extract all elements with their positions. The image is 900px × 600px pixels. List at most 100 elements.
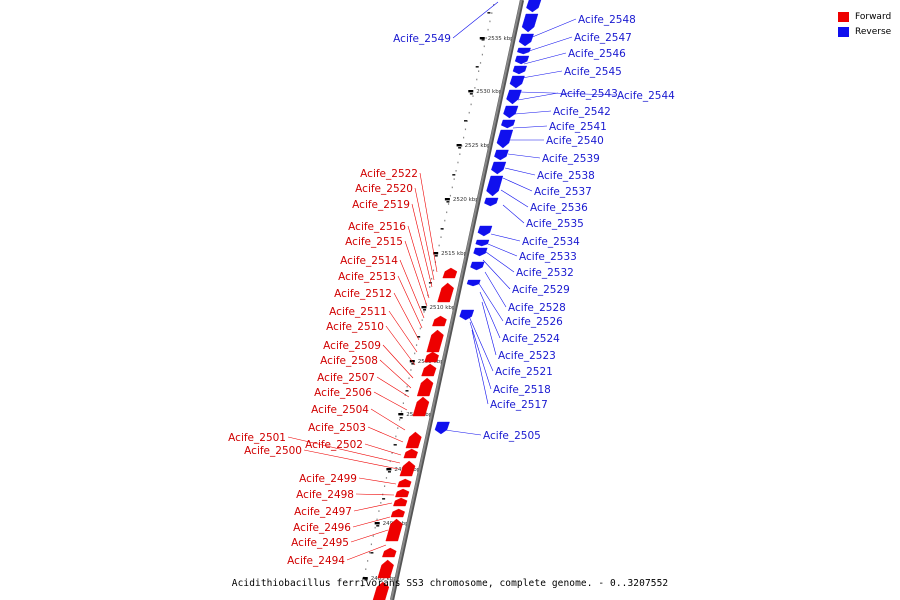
- forward-gene-feature: [377, 559, 394, 579]
- reverse-gene-label: Acife_2545: [564, 66, 622, 78]
- forward-gene-feature: [390, 508, 405, 518]
- forward-gene-label: Acife_2510: [326, 321, 384, 333]
- forward-gene-label: Acife_2511: [329, 306, 387, 318]
- forward-gene-feature: [372, 581, 390, 600]
- reverse-gene-feature: [484, 197, 499, 207]
- forward-swatch: [838, 11, 849, 22]
- forward-gene-feature: [437, 282, 454, 303]
- reverse-gene-feature: [494, 149, 509, 161]
- scale-tick-mark: [444, 198, 450, 201]
- scale-tick-label: 2535 kbp: [488, 36, 514, 42]
- reverse-gene-feature: [521, 13, 539, 33]
- forward-gene-label: Acife_2509: [323, 340, 381, 352]
- scale-tick-mark: [479, 37, 485, 40]
- forward-gene-feature: [393, 497, 408, 507]
- forward-gene-label: Acife_2499: [299, 473, 357, 485]
- reverse-gene-feature: [506, 89, 522, 105]
- forward-gene-label: Acife_2520: [355, 183, 413, 195]
- reverse-gene-feature: [459, 309, 475, 321]
- reverse-gene-feature: [503, 105, 519, 119]
- reverse-gene-feature: [470, 261, 485, 271]
- reverse-gene-label: Acife_2542: [553, 106, 611, 118]
- forward-gene-feature: [397, 478, 412, 488]
- forward-gene-feature: [382, 547, 397, 558]
- reverse-gene-label: Acife_2548: [578, 14, 636, 26]
- reverse-gene-label: Acife_2523: [498, 350, 556, 362]
- reverse-gene-feature: [526, 0, 542, 13]
- reverse-gene-label: Acife_2505: [483, 430, 541, 442]
- forward-gene-label: Acife_2513: [338, 271, 396, 283]
- forward-gene-label: Acife_2501: [228, 432, 286, 444]
- forward-gene-feature: [426, 329, 444, 353]
- scale-tick-mark: [386, 468, 392, 471]
- reverse-gene-feature: [517, 47, 531, 55]
- forward-gene-label: Acife_2519: [352, 199, 410, 211]
- forward-gene-label: Acife_2497: [294, 506, 352, 518]
- forward-gene-label: Acife_2494: [287, 555, 345, 567]
- scale-tick-label: 2530 kbp: [476, 89, 502, 95]
- legend-forward-label: Forward: [855, 11, 892, 22]
- forward-gene-feature: [405, 431, 422, 449]
- forward-gene-feature: [403, 448, 418, 459]
- reverse-gene-feature: [501, 119, 516, 129]
- reverse-gene-label: Acife_2538: [537, 170, 595, 182]
- forward-gene-feature: [385, 518, 403, 542]
- scale-tick-mark: [468, 90, 474, 93]
- strand-legend: Forward Reverse: [838, 9, 891, 39]
- reverse-gene-feature: [486, 175, 504, 197]
- reverse-gene-label: Acife_2524: [502, 333, 560, 345]
- forward-gene-label: Acife_2503: [308, 422, 366, 434]
- reverse-gene-label: Acife_2547: [574, 32, 632, 44]
- legend-forward: Forward: [838, 9, 891, 24]
- forward-gene-label: Acife_2512: [334, 288, 392, 300]
- forward-gene-label: Acife_2516: [348, 221, 406, 233]
- gene-features-layer: [372, 0, 542, 600]
- forward-gene-label: Acife_2502: [305, 439, 363, 451]
- forward-gene-label: Acife_2500: [244, 445, 302, 457]
- scale-tick-mark: [433, 252, 439, 255]
- reverse-gene-label: Acife_2521: [495, 366, 553, 378]
- forward-gene-label: Acife_2495: [291, 537, 349, 549]
- reverse-gene-label: Acife_2528: [508, 302, 566, 314]
- reverse-gene-feature: [496, 129, 514, 149]
- forward-gene-label: Acife_2504: [311, 404, 369, 416]
- reverse-gene-label: Acife_2549: [393, 33, 451, 45]
- forward-gene-feature: [421, 363, 437, 377]
- scale-tick-mark: [398, 413, 404, 416]
- reverse-gene-feature: [512, 65, 527, 75]
- reverse-gene-label: Acife_2535: [526, 218, 584, 230]
- reverse-gene-label: Acife_2543: [560, 88, 618, 100]
- forward-gene-label: Acife_2514: [340, 255, 398, 267]
- forward-gene-feature: [399, 460, 416, 477]
- genome-caption: Acidithiobacillus ferrivorans SS3 chromo…: [231, 578, 669, 589]
- reverse-gene-label: Acife_2534: [522, 236, 580, 248]
- reverse-gene-label: Acife_2533: [519, 251, 577, 263]
- reverse-gene-label: Acife_2532: [516, 267, 574, 279]
- scale-tick-label: 2525 kbp: [465, 143, 491, 149]
- reverse-gene-label: Acife_2540: [546, 135, 604, 147]
- legend-reverse: Reverse: [838, 24, 891, 39]
- reverse-gene-label: Acife_2518: [493, 384, 551, 396]
- forward-gene-feature: [412, 396, 430, 417]
- reverse-gene-feature: [466, 279, 481, 287]
- reverse-gene-label: Acife_2544: [617, 90, 675, 102]
- reverse-gene-label: Acife_2537: [534, 186, 592, 198]
- gene-labels-layer: Acife_2494 Acife_2495 Acife_2496 Acife_2497…: [228, 14, 675, 567]
- forward-gene-feature: [432, 315, 447, 327]
- reverse-swatch: [838, 26, 849, 37]
- forward-gene-feature: [395, 488, 410, 498]
- reverse-gene-feature: [518, 33, 534, 47]
- legend-reverse-label: Reverse: [855, 26, 892, 37]
- reverse-gene-feature: [514, 55, 530, 65]
- reverse-gene-feature: [475, 239, 490, 247]
- scale-tick-mark: [421, 306, 427, 309]
- forward-gene-label: Acife_2498: [296, 489, 354, 501]
- reverse-gene-feature: [473, 247, 488, 257]
- reverse-gene-feature: [491, 161, 507, 175]
- scale-tick-mark: [362, 577, 368, 580]
- forward-gene-label: Acife_2508: [320, 355, 378, 367]
- reverse-gene-label: Acife_2536: [530, 202, 588, 214]
- reverse-gene-feature: [509, 75, 525, 89]
- forward-gene-label: Acife_2506: [314, 387, 372, 399]
